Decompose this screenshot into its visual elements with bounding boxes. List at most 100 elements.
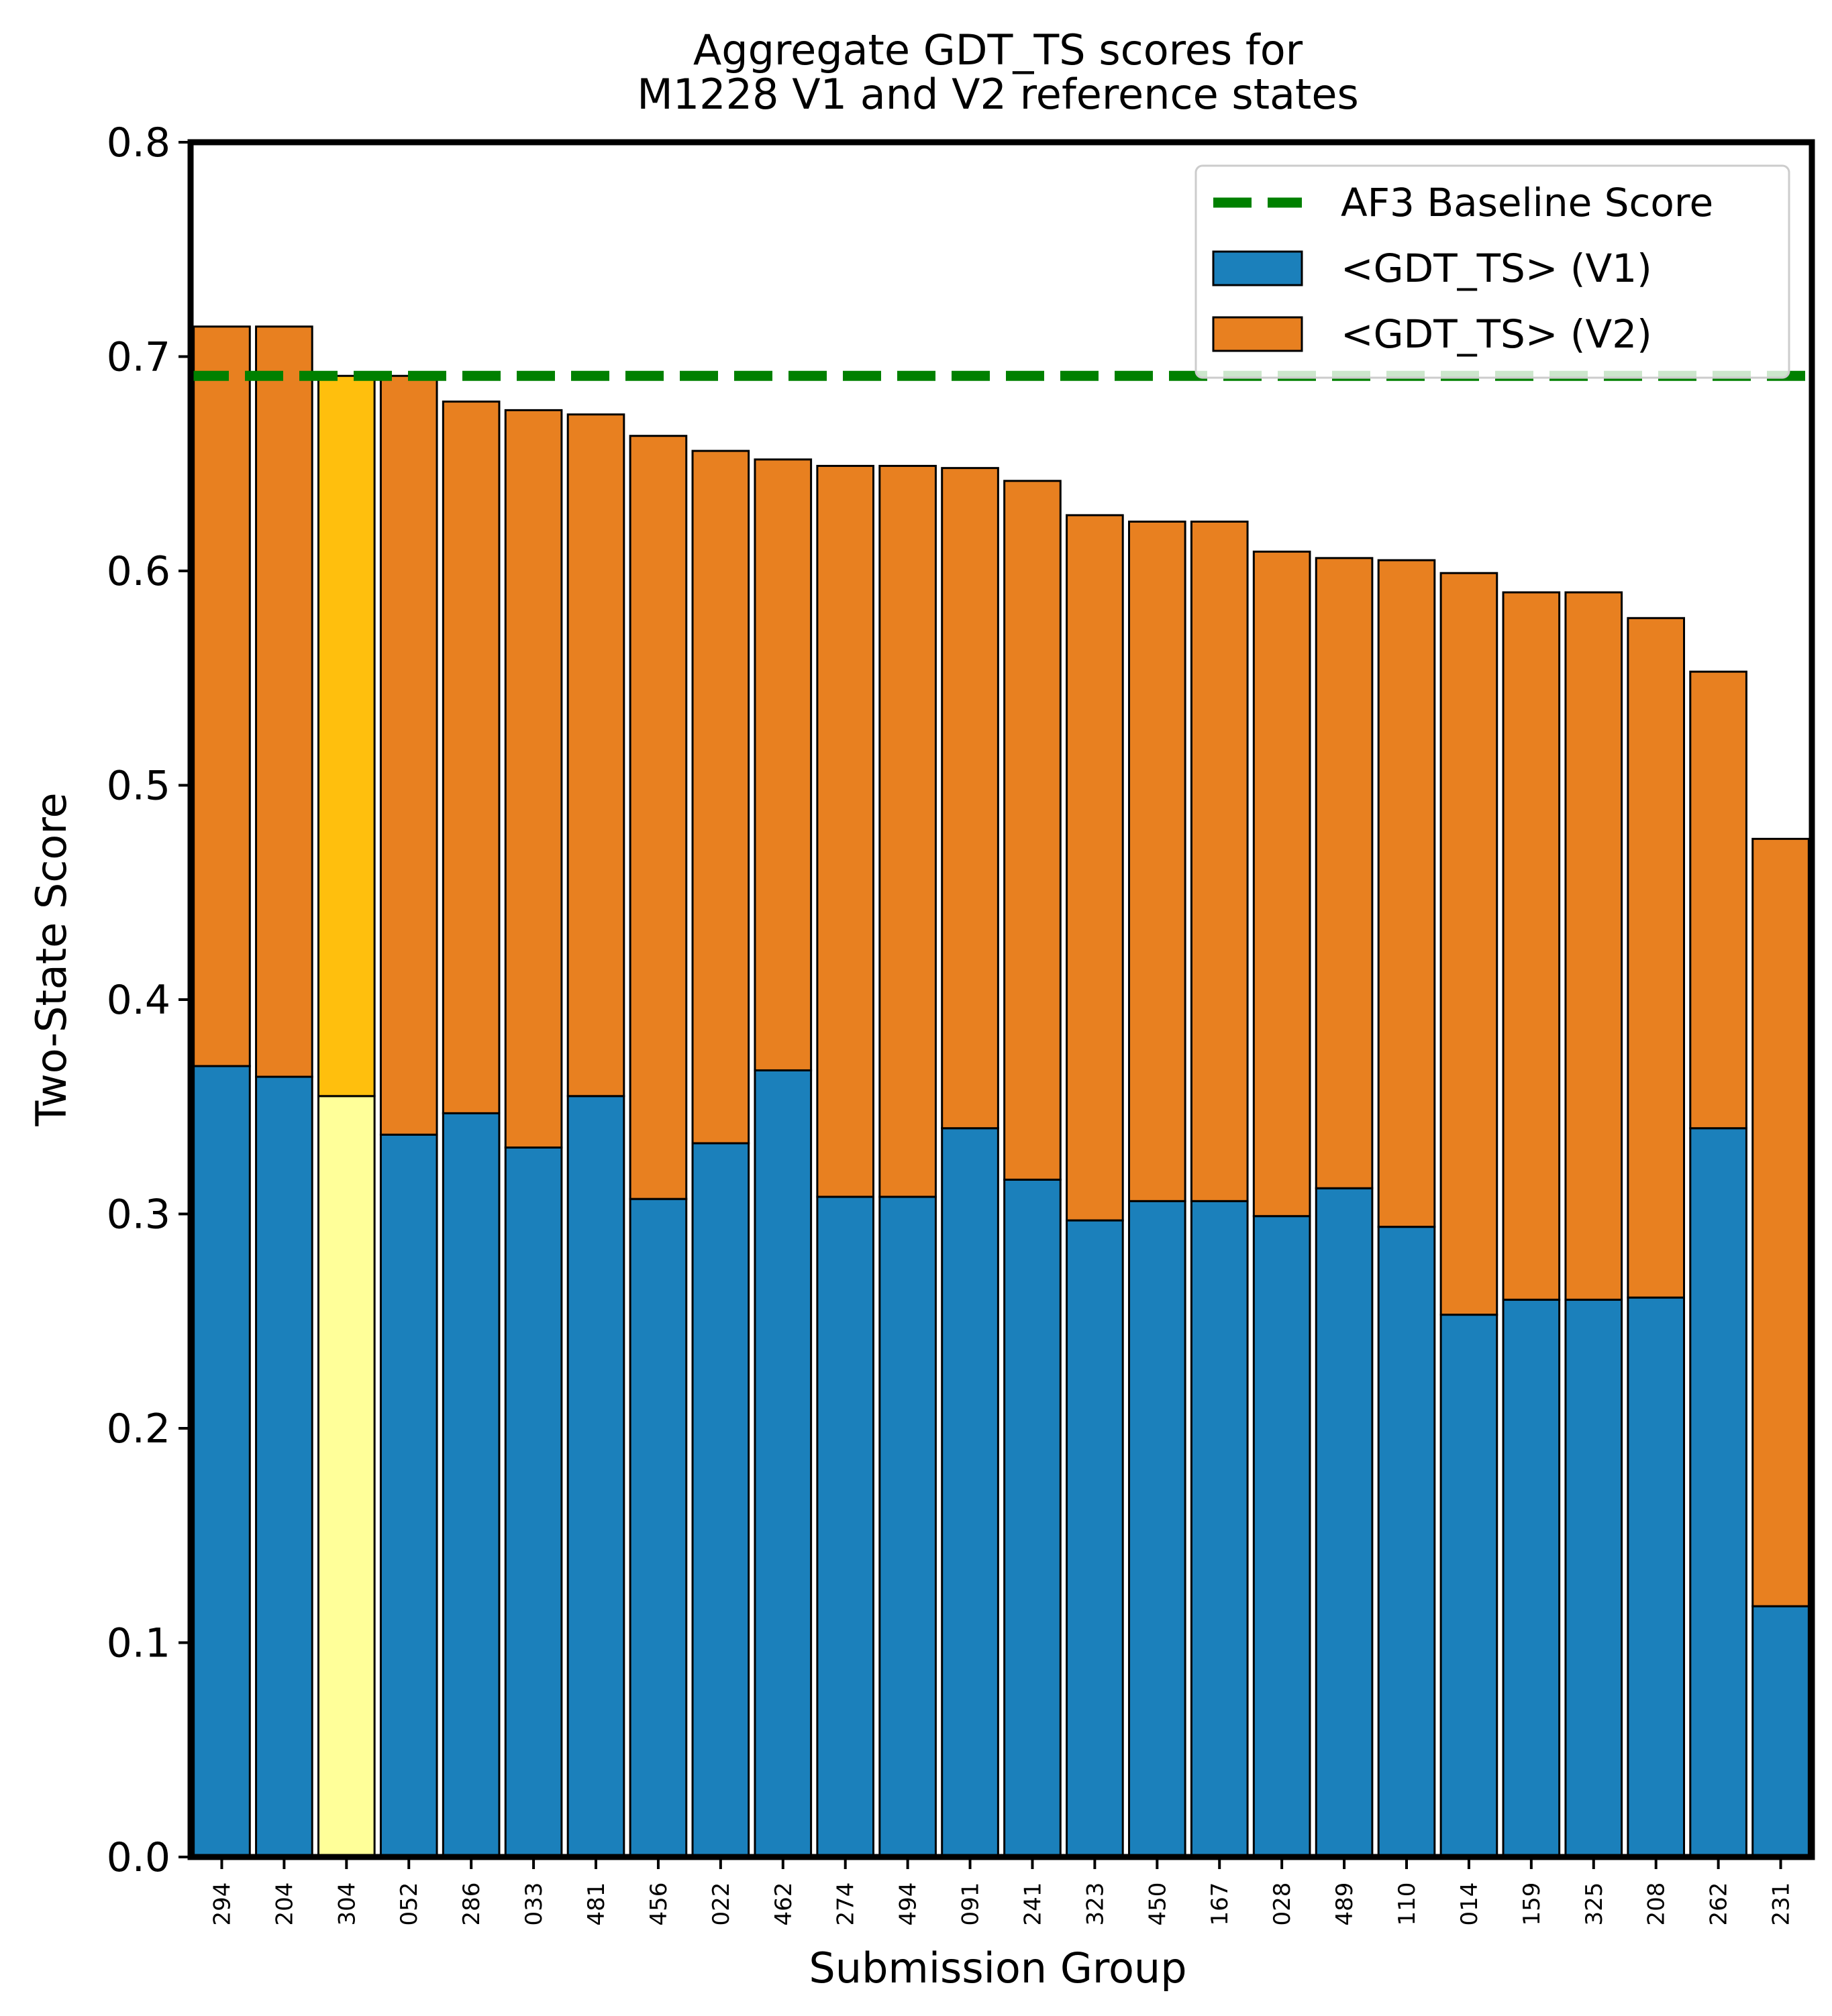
bar-v2-208 bbox=[1627, 617, 1686, 1299]
x-tick-label: 262 bbox=[1706, 1882, 1733, 1926]
bar-v1-022 bbox=[691, 1142, 750, 1858]
x-tick-label: 241 bbox=[1019, 1882, 1046, 1926]
bar-v1-110 bbox=[1377, 1226, 1436, 1858]
bar-v1-274 bbox=[816, 1196, 875, 1858]
x-axis: 294 204 304 052 286 033 481 456 022 462 274 494 091 2… bbox=[209, 1857, 1795, 1926]
bar-v2-462 bbox=[754, 458, 813, 1071]
bar-v2-323 bbox=[1066, 514, 1124, 1222]
bar-v2-231 bbox=[1751, 837, 1810, 1607]
bars bbox=[193, 325, 1810, 1858]
y-tick-label: 0.3 bbox=[107, 1191, 170, 1238]
bar-v1-204 bbox=[255, 1075, 313, 1858]
x-tick-label: 304 bbox=[334, 1882, 360, 1926]
bar-v2-110 bbox=[1377, 559, 1436, 1228]
bar-v2-450 bbox=[1127, 521, 1186, 1202]
bar-v2-204 bbox=[255, 325, 313, 1078]
bar-v1-231 bbox=[1751, 1605, 1810, 1858]
bar-v1-159 bbox=[1502, 1298, 1561, 1858]
legend-label: <GDT_TS> (V1) bbox=[1341, 246, 1652, 291]
x-tick-label: 489 bbox=[1331, 1882, 1358, 1926]
x-axis-label: Submission Group bbox=[809, 1944, 1186, 1993]
bar-v1-052 bbox=[379, 1133, 438, 1858]
bar-v1-294 bbox=[193, 1065, 251, 1858]
legend-box bbox=[1194, 164, 1790, 379]
y-tick-label: 0.1 bbox=[107, 1620, 170, 1667]
x-tick-label: 286 bbox=[458, 1882, 485, 1926]
x-tick-label: 450 bbox=[1144, 1882, 1171, 1926]
y-tick-label: 0.8 bbox=[107, 119, 170, 166]
bar-v1-494 bbox=[878, 1196, 937, 1858]
x-tick-label: 014 bbox=[1456, 1882, 1483, 1926]
x-tick-label: 274 bbox=[833, 1882, 860, 1926]
bar-v1-325 bbox=[1564, 1298, 1623, 1858]
legend-label: AF3 Baseline Score bbox=[1341, 180, 1713, 225]
x-tick-label: 033 bbox=[521, 1882, 548, 1926]
chart-title-line: Aggregate GDT_TS scores for bbox=[693, 25, 1303, 74]
bar-v2-262 bbox=[1689, 670, 1747, 1130]
bar-v1-481 bbox=[566, 1095, 625, 1858]
x-tick-label: 231 bbox=[1768, 1882, 1795, 1926]
legend-swatch bbox=[1212, 250, 1303, 286]
bar-v2-294 bbox=[193, 325, 251, 1067]
x-tick-label: 456 bbox=[646, 1882, 672, 1926]
bar-v2-014 bbox=[1439, 572, 1498, 1316]
bar-v2-241 bbox=[1003, 480, 1062, 1181]
bar-v1-286 bbox=[442, 1112, 501, 1858]
bar-v1-091 bbox=[941, 1127, 999, 1858]
x-tick-label: 052 bbox=[396, 1882, 423, 1926]
bar-v1-028 bbox=[1252, 1215, 1311, 1858]
legend-label: <GDT_TS> (V2) bbox=[1341, 311, 1652, 357]
x-tick-label: 481 bbox=[583, 1882, 610, 1926]
bar-v2-274 bbox=[816, 464, 875, 1198]
bar-v2-028 bbox=[1252, 550, 1311, 1218]
bar-v2-456 bbox=[629, 435, 688, 1200]
x-tick-label: 325 bbox=[1581, 1882, 1608, 1926]
x-tick-label: 204 bbox=[271, 1882, 298, 1926]
bar-v1-462 bbox=[754, 1069, 813, 1858]
bar-v1-208 bbox=[1627, 1296, 1686, 1858]
x-tick-label: 091 bbox=[958, 1882, 984, 1926]
y-tick-label: 0.7 bbox=[107, 334, 170, 381]
bar-v2-304 bbox=[317, 374, 376, 1098]
bar-v1-456 bbox=[629, 1198, 688, 1858]
bar-v2-052 bbox=[379, 374, 438, 1136]
x-tick-label: 167 bbox=[1207, 1882, 1233, 1926]
x-tick-label: 323 bbox=[1082, 1882, 1109, 1926]
x-tick-label: 110 bbox=[1394, 1882, 1421, 1926]
bar-v1-262 bbox=[1689, 1127, 1747, 1858]
bar-v1-304 bbox=[317, 1095, 376, 1858]
bar-v2-325 bbox=[1564, 591, 1623, 1301]
bar-v1-323 bbox=[1066, 1219, 1124, 1858]
legend: AF3 Baseline Score <GDT_TS> (V1) <GDT_TS> … bbox=[1194, 164, 1790, 379]
bar-v1-014 bbox=[1439, 1314, 1498, 1858]
x-tick-label: 159 bbox=[1519, 1882, 1545, 1926]
y-tick-label: 0.4 bbox=[107, 977, 170, 1024]
y-tick-label: 0.2 bbox=[107, 1405, 170, 1452]
x-tick-label: 294 bbox=[209, 1882, 236, 1926]
x-tick-label: 028 bbox=[1269, 1882, 1296, 1926]
bar-v2-286 bbox=[442, 401, 501, 1114]
y-axis-label: Two-State Score bbox=[27, 792, 76, 1126]
y-tick-label: 0.6 bbox=[107, 548, 170, 595]
bar-v1-489 bbox=[1315, 1187, 1374, 1858]
bar-v2-481 bbox=[566, 413, 625, 1098]
bar-v2-159 bbox=[1502, 591, 1561, 1301]
bar-v2-091 bbox=[941, 467, 999, 1130]
x-tick-label: 208 bbox=[1643, 1882, 1670, 1926]
chart-title-line: M1228 V1 and V2 reference states bbox=[637, 70, 1359, 119]
bar-v1-450 bbox=[1127, 1200, 1186, 1858]
bar-v2-489 bbox=[1315, 557, 1374, 1189]
y-axis: 0.0 0.1 0.2 0.3 0.4 0.5 0.6 0.7 0.8 bbox=[107, 119, 191, 1881]
bar-v2-033 bbox=[504, 409, 563, 1149]
bar-v2-494 bbox=[878, 464, 937, 1198]
y-tick-label: 0.5 bbox=[107, 763, 170, 810]
bar-v1-167 bbox=[1190, 1200, 1249, 1858]
x-tick-label: 494 bbox=[895, 1882, 922, 1926]
bar-v2-022 bbox=[691, 449, 750, 1145]
x-tick-label: 022 bbox=[708, 1882, 735, 1926]
bar-v2-167 bbox=[1190, 521, 1249, 1202]
bar-v1-033 bbox=[504, 1146, 563, 1858]
